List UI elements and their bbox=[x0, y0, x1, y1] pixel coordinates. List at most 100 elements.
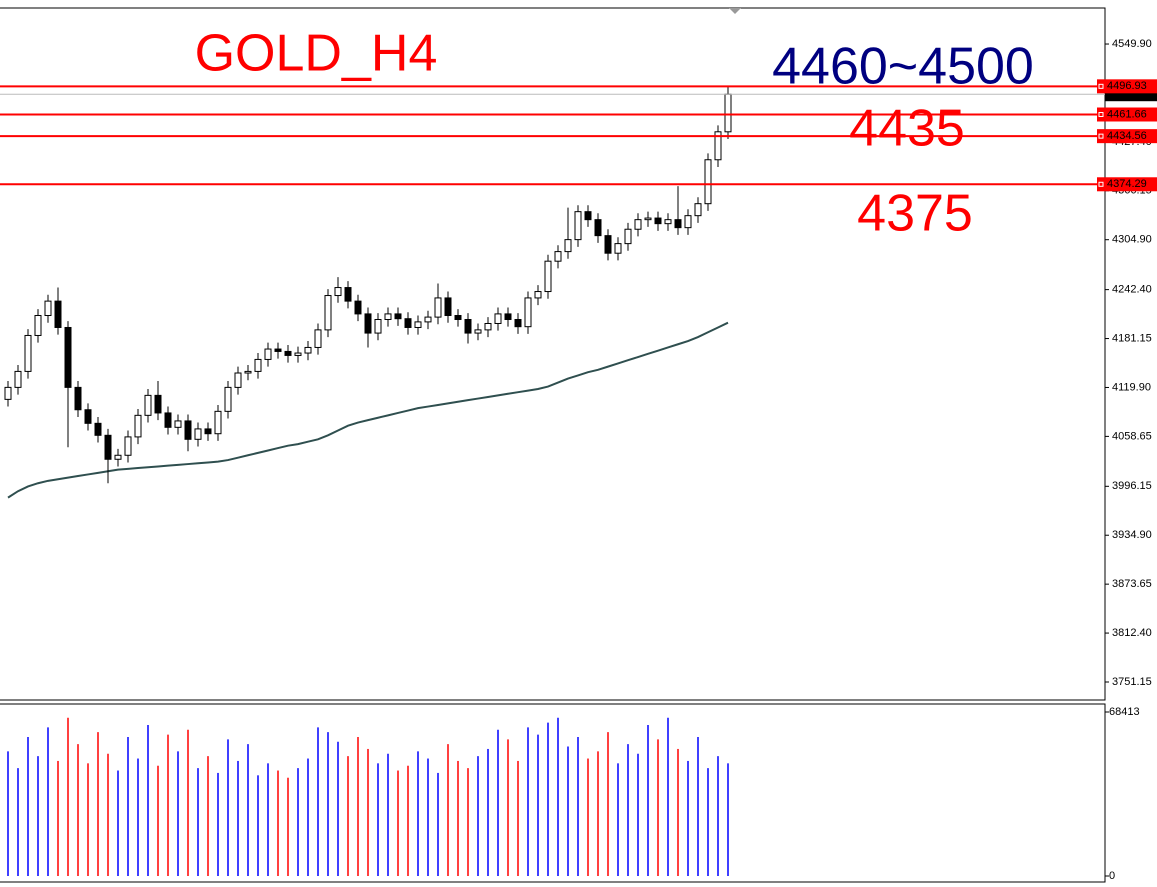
volume-panel bbox=[0, 703, 1106, 883]
candle-body bbox=[184, 420, 192, 440]
candle-body bbox=[94, 422, 102, 436]
level-marker bbox=[1098, 83, 1104, 89]
candle-body bbox=[714, 131, 722, 161]
candle-body bbox=[594, 219, 602, 237]
candle-body bbox=[434, 297, 442, 318]
candle-body bbox=[604, 235, 612, 254]
candle-body bbox=[304, 346, 312, 354]
y-tick-label: 3751.15 bbox=[1112, 676, 1152, 688]
candle-body bbox=[564, 239, 572, 253]
candle-body bbox=[634, 219, 642, 230]
candle-body bbox=[684, 215, 692, 229]
candle-body bbox=[64, 326, 72, 388]
shift-marker bbox=[729, 8, 741, 14]
candle-body bbox=[294, 352, 302, 356]
annotation: 4375 bbox=[857, 185, 973, 243]
candle-body bbox=[324, 295, 332, 331]
level-marker bbox=[1098, 111, 1104, 117]
candle-body bbox=[44, 300, 52, 317]
candle-body bbox=[504, 313, 512, 320]
level-marker bbox=[1098, 133, 1104, 139]
candle-body bbox=[574, 211, 582, 241]
candle-body bbox=[614, 243, 622, 254]
volume-tick-label: 0 bbox=[1109, 870, 1115, 882]
candle-body bbox=[254, 358, 262, 372]
candle-body bbox=[214, 410, 222, 435]
candle-body bbox=[514, 318, 522, 328]
candle-body bbox=[334, 287, 342, 297]
candle-body bbox=[4, 386, 12, 400]
candle-body bbox=[314, 329, 322, 348]
level-box bbox=[1097, 107, 1157, 122]
candle-body bbox=[454, 315, 462, 320]
candle-body bbox=[164, 412, 172, 428]
candle-body bbox=[204, 428, 212, 435]
candle-body bbox=[354, 300, 362, 315]
candle-body bbox=[724, 93, 732, 133]
y-tick-label: 3873.65 bbox=[1112, 578, 1152, 590]
candle-body bbox=[674, 219, 682, 229]
level-box bbox=[1097, 129, 1157, 144]
annotation: 4435 bbox=[849, 100, 965, 158]
price-panel bbox=[0, 7, 1106, 701]
chart-title: GOLD_H4 bbox=[195, 25, 438, 83]
candle-body bbox=[414, 321, 422, 328]
candle-body bbox=[384, 313, 392, 320]
volume-tick-label: 68413 bbox=[1109, 706, 1140, 718]
candle-body bbox=[534, 291, 542, 299]
candle-body bbox=[154, 394, 162, 414]
candle-body bbox=[424, 316, 432, 323]
candle-body bbox=[474, 329, 482, 334]
candle-body bbox=[124, 436, 132, 456]
y-tick-label: 3934.90 bbox=[1112, 529, 1152, 541]
y-tick-label: 4119.90 bbox=[1112, 381, 1151, 393]
level-box bbox=[1097, 177, 1157, 192]
y-tick-label: 4549.90 bbox=[1112, 38, 1152, 50]
candle-body bbox=[174, 420, 182, 428]
candle-body bbox=[404, 318, 412, 328]
candle-body bbox=[524, 297, 532, 328]
candle-body bbox=[234, 372, 242, 388]
candle-body bbox=[144, 394, 152, 416]
candle-body bbox=[344, 287, 352, 302]
level-label: 4434.56 bbox=[1107, 130, 1147, 142]
candle-body bbox=[284, 350, 292, 356]
level-label: 4374.29 bbox=[1107, 178, 1147, 190]
moving-average bbox=[7, 321, 729, 499]
candle-body bbox=[364, 313, 372, 334]
y-tick-label: 4181.15 bbox=[1112, 332, 1152, 344]
candle-body bbox=[134, 414, 142, 438]
candle-body bbox=[14, 370, 22, 388]
candle-body bbox=[554, 251, 562, 262]
level-label: 4461.66 bbox=[1107, 108, 1147, 120]
candle-body bbox=[274, 348, 282, 352]
candle-body bbox=[624, 228, 632, 245]
candle-body bbox=[394, 313, 402, 320]
candle-body bbox=[34, 315, 42, 336]
candle-body bbox=[54, 300, 62, 328]
candle-body bbox=[374, 318, 382, 334]
candle-body bbox=[224, 386, 232, 412]
candle-body bbox=[84, 409, 92, 424]
y-tick-label: 4058.65 bbox=[1112, 430, 1152, 442]
candle-body bbox=[264, 348, 272, 360]
annotation: 4460~4500 bbox=[772, 38, 1034, 96]
candle-body bbox=[484, 322, 492, 331]
candle-body bbox=[444, 297, 452, 317]
candle-body bbox=[194, 428, 202, 440]
level-box bbox=[1097, 79, 1157, 94]
candle-body bbox=[24, 334, 32, 372]
candle-body bbox=[114, 454, 122, 460]
candle-body bbox=[494, 313, 502, 324]
candle-body bbox=[694, 203, 702, 217]
candle-body bbox=[704, 159, 712, 205]
y-tick-label: 3996.15 bbox=[1112, 480, 1152, 492]
candle-body bbox=[584, 211, 592, 221]
y-tick-label: 4304.90 bbox=[1112, 234, 1152, 246]
candle-body bbox=[74, 386, 82, 411]
candle-body bbox=[244, 370, 252, 374]
candle-body bbox=[544, 260, 552, 293]
candle-body bbox=[644, 217, 652, 221]
